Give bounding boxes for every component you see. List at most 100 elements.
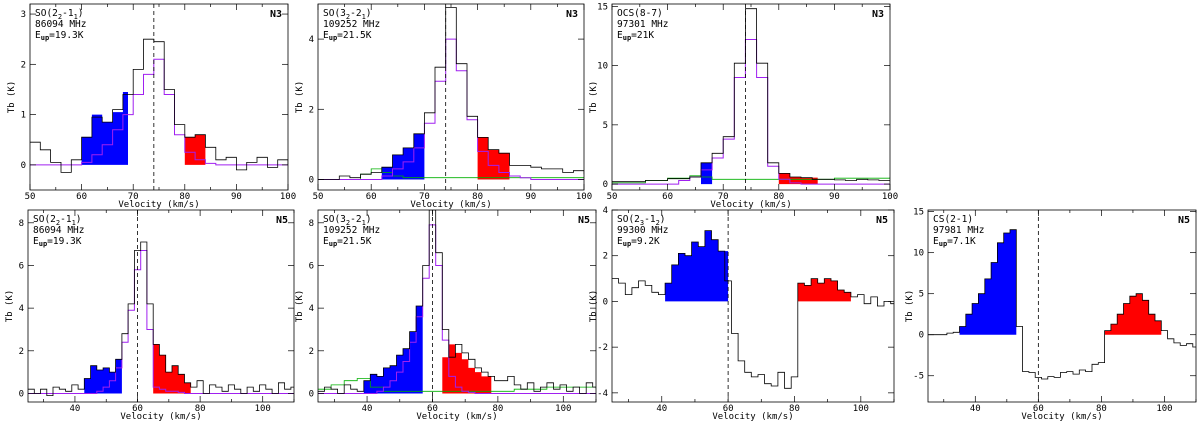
y-tick-label: 2: [21, 60, 26, 70]
spectrum-line: [928, 229, 1196, 380]
x-tick-label: 100: [255, 404, 271, 414]
frequency-label: 86094 MHz: [33, 225, 84, 236]
x-axis-label: Velocity (km/s): [120, 412, 201, 422]
y-tick-label: 6: [309, 261, 314, 271]
x-tick-label: 80: [1096, 404, 1107, 414]
red-wing: [1104, 293, 1162, 335]
x-tick-label: 100: [576, 192, 592, 202]
eup-label: Eup=19.3K: [35, 30, 84, 42]
eup-label: Eup=21.5K: [323, 30, 372, 42]
source-label: N5: [578, 215, 590, 226]
y-axis-label: Tb (K): [905, 290, 915, 323]
spectrum-line: [28, 241, 294, 396]
axes-frame: [27, 209, 295, 403]
spectrum-line: [318, 210, 596, 394]
y-tick-label: 5: [919, 290, 924, 300]
x-tick-label: 90: [231, 192, 242, 202]
eup-label: Eup=7.1K: [933, 236, 976, 248]
y-axis-label: Tb (K): [7, 81, 17, 114]
y-tick-label: 5: [603, 121, 608, 131]
y-tick-label: -4: [597, 389, 608, 399]
source-label: N3: [872, 9, 884, 20]
spectrum-line: [612, 230, 894, 389]
x-tick-label: 60: [427, 404, 438, 414]
model-line: [612, 39, 890, 185]
panel-n3-ocs: 50 60 70 80 90 100 0 5 10 15 Tb (K) Velocity (km/s)…: [589, 2, 898, 210]
y-tick-label: 8: [19, 219, 24, 229]
y-tick-label: 15: [597, 2, 608, 12]
y-tick-label: 0: [309, 389, 314, 399]
red-wing: [477, 137, 510, 180]
x-tick-label: 80: [773, 192, 784, 202]
y-tick-label: 0: [603, 180, 608, 190]
x-axis-label: Velocity (km/s): [410, 200, 491, 210]
eup-label: Eup=9.2K: [617, 236, 660, 248]
y-tick-label: 4: [309, 304, 314, 314]
plot-area: [318, 7, 584, 180]
source-label: N3: [566, 9, 578, 20]
y-tick-label: 3: [21, 10, 26, 20]
x-axis-label: Velocity (km/s): [712, 412, 793, 422]
y-tick-label: 2: [603, 252, 608, 262]
y-axis-label: Tb (K): [589, 290, 599, 323]
x-tick-label: 100: [280, 192, 296, 202]
y-tick-label: 4: [309, 35, 314, 45]
y-axis-label: Tb (K): [295, 290, 305, 323]
x-tick-label: 90: [525, 192, 536, 202]
eup-label: Eup=19.3K: [33, 236, 82, 248]
y-tick-label: 6: [19, 261, 24, 271]
red-wing: [184, 134, 206, 165]
y-tick-label: -5: [913, 372, 924, 382]
eup-label: Eup=21.5K: [323, 236, 372, 248]
x-tick-label: 80: [179, 192, 190, 202]
y-tick-label: 4: [19, 304, 24, 314]
x-tick-label: 80: [492, 404, 503, 414]
x-tick-label: 80: [789, 404, 800, 414]
x-tick-label: 40: [70, 404, 81, 414]
y-tick-label: 15: [913, 208, 924, 218]
green-component-line: [612, 175, 890, 184]
panel-n5-so-86: 40 60 80 100 0 2 4 6 8 Tb (K) Velocity (km/s) SO(22…: [5, 209, 295, 422]
x-tick-label: 60: [132, 404, 143, 414]
y-tick-label: 0: [21, 161, 26, 171]
x-tick-label: 60: [662, 192, 673, 202]
x-tick-label: 70: [128, 192, 139, 202]
x-tick-label: 90: [829, 192, 840, 202]
red-wing: [778, 173, 818, 185]
frequency-label: 109252 MHz: [323, 19, 380, 30]
model-line: [318, 38, 584, 180]
blue-wing: [84, 359, 122, 394]
panel-n3-so-86: 50 60 70 80 90 100 0 1 2 3 Tb (K) Velocity (km/s) SO…: [7, 3, 296, 210]
line-name: SO(32-21): [323, 214, 372, 227]
spectrum-line: [30, 38, 288, 173]
axes-frame: [927, 209, 1197, 403]
blue-wing: [701, 162, 713, 185]
y-axis-label: Tb (K): [295, 81, 305, 114]
line-name: OCS(8-7): [617, 8, 663, 19]
line-name: SO(32-21): [323, 8, 372, 21]
blue-wing: [665, 230, 729, 302]
x-tick-label: 40: [656, 404, 667, 414]
x-tick-label: 80: [472, 192, 483, 202]
x-axis-label: Velocity (km/s): [118, 200, 199, 210]
y-tick-label: 10: [597, 62, 608, 72]
spectrum-line: [612, 8, 890, 183]
line-name: SO(23-12): [617, 214, 666, 227]
spectrum-line: [318, 7, 584, 180]
model-line: [30, 58, 288, 166]
plot-area: [30, 38, 288, 173]
frequency-label: 86094 MHz: [35, 19, 86, 30]
x-tick-label: 100: [555, 404, 571, 414]
x-tick-label: 100: [853, 404, 869, 414]
y-tick-label: 10: [913, 249, 924, 259]
x-tick-label: 40: [970, 404, 981, 414]
source-label: N3: [270, 9, 282, 20]
line-name: SO(22-11): [33, 214, 82, 227]
panel-n5-so-109: 40 60 80 100 0 2 4 6 8 Tb (K) Velocity (km/s) SO(32…: [295, 209, 597, 422]
x-tick-label: 60: [76, 192, 87, 202]
frequency-label: 97981 MHz: [933, 225, 984, 236]
green-component-line: [318, 378, 596, 392]
red-wing: [153, 344, 191, 394]
x-axis-label: Velocity (km/s): [710, 200, 791, 210]
